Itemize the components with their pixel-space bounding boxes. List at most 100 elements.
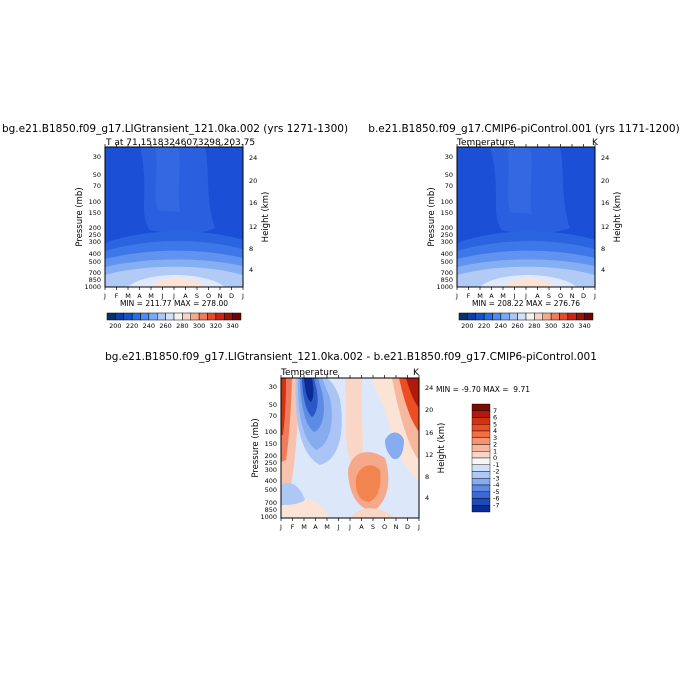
panel-b-month-5: M xyxy=(500,292,506,300)
panel-c-tickmarks xyxy=(280,375,420,521)
panel-a-month-10: O xyxy=(206,292,211,300)
panel-b-contours xyxy=(457,147,595,287)
panel-b-ytick-250: 250 xyxy=(441,231,453,239)
panel-a-htick-12: 12 xyxy=(249,223,257,231)
panel-b-colorbar-swatch xyxy=(483,312,493,321)
panel-c-ytick-30: 30 xyxy=(269,383,277,391)
panel-b-colorbar-swatch xyxy=(467,312,476,321)
panel-b-colorbar: 200 220 240 260 280 300 320 340 xyxy=(458,312,594,330)
panel-a-ytick-1000: 1000 xyxy=(84,283,101,291)
panel-b-colorbar-swatch xyxy=(550,312,560,321)
panel-b-month-7: J xyxy=(524,292,527,300)
panel-c-month-4: A xyxy=(313,523,318,531)
panel-c-colorbar-label: -7 xyxy=(493,501,499,509)
panel-b-ytick-200: 200 xyxy=(441,224,453,232)
panel-a-month-9: S xyxy=(195,292,199,300)
panel-a-colorbar-label: 220 xyxy=(126,322,138,330)
panel-c-colorbar-label: -5 xyxy=(493,488,499,496)
panel-b-colorbar-label: 240 xyxy=(495,322,507,330)
panel-b-ytick-400: 400 xyxy=(441,250,453,258)
panel-c-stats: MIN = -9.70 MAX = 9.71 xyxy=(436,385,530,394)
panel-a-colorbar-swatch xyxy=(140,312,150,321)
panel-a-htick-16: 16 xyxy=(249,199,257,207)
panel-a-right-ticks: 24 20 16 12 8 4 xyxy=(249,154,257,274)
panel-a-month-1: J xyxy=(103,292,106,300)
panel-c-colorbar-swatch xyxy=(471,430,491,438)
panel-c-colorbar-label: -2 xyxy=(493,468,499,476)
panel-a-colorbar-label: 240 xyxy=(143,322,155,330)
panel-c-ytick-70: 70 xyxy=(269,412,277,420)
panel-b-month-11: N xyxy=(570,292,575,300)
panel-a-ytick-400: 400 xyxy=(89,250,101,258)
panel-c-colorbar-swatch xyxy=(471,478,491,486)
panel-c-colorbar-swatch xyxy=(471,491,491,499)
panel-a-ytick-150: 150 xyxy=(89,209,101,217)
panel-a-month-6: J xyxy=(161,292,164,300)
panel-a-ytick-200: 200 xyxy=(89,224,101,232)
panel-c-colorbar-label: 5 xyxy=(493,420,497,428)
panel-c-ylabel-right: Height (km) xyxy=(437,423,447,474)
panel-a-ytick-70: 70 xyxy=(93,182,101,190)
panel-b-colorbar-label: 300 xyxy=(545,322,557,330)
panel-c-colorbar-label: 0 xyxy=(493,454,497,462)
panel-c-colorbar-label: 2 xyxy=(493,441,497,449)
panel-b-colorbar-swatch xyxy=(509,312,518,321)
panel-a-month-7: J xyxy=(172,292,175,300)
panel-b-ylabel: Pressure (mb) xyxy=(427,187,437,246)
panel-c-colorbar-swatch xyxy=(471,444,491,452)
panel-b-month-10: O xyxy=(558,292,563,300)
panel-c-month-9: S xyxy=(371,523,375,531)
panel-a-month-12: D xyxy=(229,292,234,300)
panel-a-month-2: F xyxy=(115,292,119,300)
panel-b-month-6: J xyxy=(513,292,516,300)
panel-c-colorbar-swatch xyxy=(471,457,491,465)
panel-c-month-7: J xyxy=(348,523,351,531)
panel-a-month-labels: J F M A M J J A S O N D J xyxy=(103,292,244,300)
panel-c-colorbar-label: 6 xyxy=(493,414,497,422)
panel-b-htick-20: 20 xyxy=(601,177,609,185)
panel-c-contours xyxy=(281,378,419,518)
panel-c-title: bg.e21.B1850.f09_g17.LIGtransient_121.0k… xyxy=(105,351,597,363)
panel-b-colorbar-swatch xyxy=(517,312,527,321)
panel-b-colorbar-swatch xyxy=(559,312,569,321)
panel-b-htick-8: 8 xyxy=(601,245,605,253)
panel-a-stats: MIN = 211.77 MAX = 278.00 xyxy=(120,299,228,308)
panel-b-colorbar-label: 220 xyxy=(478,322,490,330)
panel-a-colorbar-label: 340 xyxy=(226,322,238,330)
panel-b-colorbar-swatch xyxy=(492,312,502,321)
panel-b-colorbar-swatch xyxy=(567,312,577,321)
panel-b-colorbar-label: 260 xyxy=(511,322,523,330)
panel-b-ytick-150: 150 xyxy=(441,209,453,217)
panel-b-colorbar-swatch xyxy=(475,312,485,321)
panel-c-ytick-150: 150 xyxy=(265,440,277,448)
panel-c-ytick-250: 250 xyxy=(265,459,277,467)
panel-b-month-9: S xyxy=(547,292,551,300)
panel-a-colorbar-swatch xyxy=(131,312,141,321)
panel-c-colorbar-swatch xyxy=(471,403,491,411)
panel-b-ytick-300: 300 xyxy=(441,238,453,246)
panel-c-units: K xyxy=(413,368,420,378)
panel-c-colorbar-label: -1 xyxy=(493,461,499,469)
panel-b-tickmarks xyxy=(456,144,596,290)
panel-c-colorbar-swatch xyxy=(471,464,491,472)
panel-a-colorbar-swatch xyxy=(148,312,158,321)
panel-c-month-12: D xyxy=(405,523,410,531)
panel-c-ytick-100: 100 xyxy=(265,428,277,436)
panel-b-ytick-70: 70 xyxy=(445,182,453,190)
panel-a-htick-24: 24 xyxy=(249,154,257,162)
panel-c-month-2: F xyxy=(291,523,295,531)
panel-a-colorbar-swatch xyxy=(215,312,225,321)
panel-c-month-11: N xyxy=(394,523,399,531)
panel-c-colorbar-swatch xyxy=(471,505,491,513)
panel-a-month-13: J xyxy=(241,292,244,300)
panel-a-colorbar-swatch xyxy=(182,312,191,321)
panel-a-ytick-300: 300 xyxy=(89,238,101,246)
panel-a-colorbar-swatch xyxy=(157,312,166,321)
panel-b-ytick-1000: 1000 xyxy=(436,283,453,291)
panel-c-ytick-300: 300 xyxy=(265,466,277,474)
panel-a-colorbar-swatch xyxy=(224,312,233,321)
panel-c-month-labels: J F M A M J J A S O N D J xyxy=(279,523,420,531)
panel-a-contours xyxy=(105,147,243,287)
panel-c-ytick-500: 500 xyxy=(265,486,277,494)
panel-a-left-ticks: 30 50 70 100 150 200 250 300 400 500 700… xyxy=(84,153,101,291)
